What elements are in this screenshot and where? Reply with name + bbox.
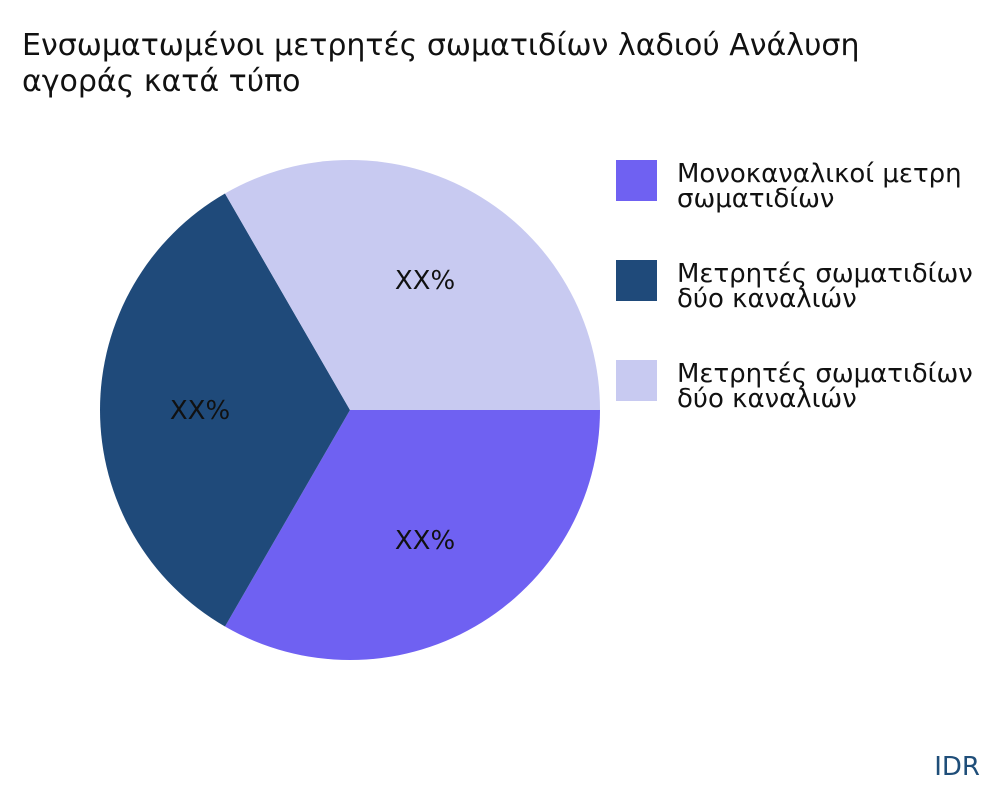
legend-label: δύο καναλιών — [677, 384, 857, 414]
legend-swatch — [616, 160, 657, 201]
legend-label: Μετρητές σωματιδίων — [677, 259, 973, 289]
chart-title: Ενσωματωμένοι μετρητές σωματιδίων λαδιού… — [22, 28, 859, 100]
pie-slice-3 — [225, 160, 600, 410]
pie-slice-1 — [225, 410, 600, 660]
legend-swatch — [616, 260, 657, 301]
slice-label-2: XX% — [170, 396, 230, 426]
title-line-2: αγοράς κατά τύπο — [22, 64, 301, 99]
source-label: IDR — [934, 752, 980, 782]
title-line-1: Ενσωματωμένοι μετρητές σωματιδίων λαδιού… — [22, 28, 860, 63]
legend-swatch — [616, 360, 657, 401]
slice-label-3: XX% — [395, 266, 455, 296]
legend-label: σωματιδίων — [677, 184, 835, 214]
legend-label: δύο καναλιών — [677, 284, 857, 314]
slice-label-1: XX% — [395, 526, 455, 556]
legend-label: Μονοκαναλικοί μετρη — [677, 159, 962, 189]
legend-label: Μετρητές σωματιδίων — [677, 359, 973, 389]
